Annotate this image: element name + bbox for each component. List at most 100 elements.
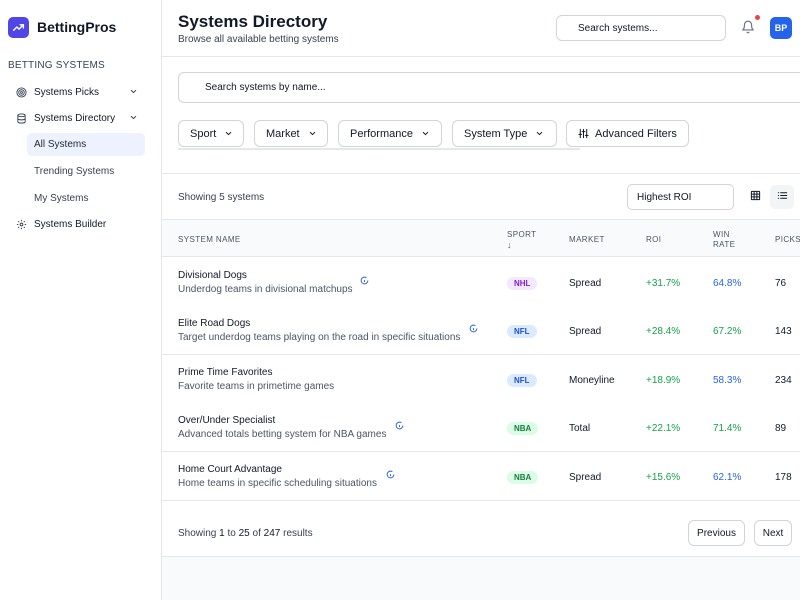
system-name[interactable]: Elite Road Dogs xyxy=(178,318,251,329)
system-name[interactable]: Prime Time Favorites xyxy=(178,367,273,378)
picks-value: 234 xyxy=(775,375,792,386)
system-type-filter-button[interactable]: System Type xyxy=(452,120,557,147)
brand[interactable]: BettingPros xyxy=(8,16,116,38)
market-filter-button[interactable]: Market xyxy=(254,120,328,147)
pagination-info: Showing 1 to 25 of 247 results xyxy=(178,528,313,539)
performance-filter-button[interactable]: Performance xyxy=(338,120,442,147)
win-rate-value: 62.1% xyxy=(713,472,742,483)
system-description: Underdog teams in divisional matchups xyxy=(178,284,353,295)
picks-value: 76 xyxy=(775,278,787,289)
previous-button[interactable]: Previous xyxy=(688,520,745,546)
sidebar-item-systems-directory[interactable]: Systems Directory xyxy=(8,107,148,129)
grid-view-button[interactable] xyxy=(743,185,767,209)
sport-badge: NFL xyxy=(507,374,537,387)
picks-value: 89 xyxy=(775,423,787,434)
list-view-button[interactable] xyxy=(770,185,794,209)
column-header-roi[interactable]: ROI xyxy=(646,235,662,244)
sidebar-subitem-all-systems[interactable]: All Systems xyxy=(27,133,145,156)
picks-value: 178 xyxy=(775,472,792,483)
header-search-input[interactable]: Search systems... xyxy=(556,15,726,41)
sidebar-subitem-my-systems[interactable]: My Systems xyxy=(34,193,89,204)
list-icon xyxy=(777,188,788,206)
column-header-name[interactable]: SYSTEM NAME xyxy=(178,235,241,244)
bell-icon[interactable] xyxy=(741,20,755,34)
sort-arrow-icon[interactable]: ↓ xyxy=(507,240,512,250)
win-rate-value: 67.2% xyxy=(713,326,742,337)
filter-scrollbar[interactable] xyxy=(178,148,580,150)
sport-badge: NBA xyxy=(507,471,539,484)
win-rate-value: 64.8% xyxy=(713,278,742,289)
table-header: SYSTEM NAME SPORT ↓ MARKET ROI WIN RATE … xyxy=(162,220,800,257)
sidebar: BettingPros BETTING SYSTEMS Systems Pick… xyxy=(0,0,162,600)
roi-value: +31.7% xyxy=(646,278,681,289)
target-icon xyxy=(15,86,27,98)
win-rate-value: 58.3% xyxy=(713,375,742,386)
page-title: Systems Directory xyxy=(178,12,328,31)
chevron-down-icon xyxy=(129,87,138,99)
pagination-of-word: of xyxy=(252,528,261,539)
chevron-down-icon xyxy=(308,129,317,138)
systems-search-input[interactable]: Search systems by name... xyxy=(178,72,800,103)
pagination: Showing 1 to 25 of 247 results Previous … xyxy=(162,510,800,557)
column-header-market[interactable]: MARKET xyxy=(569,235,605,244)
avatar[interactable]: BP xyxy=(770,17,792,39)
next-button[interactable]: Next xyxy=(754,520,792,546)
filter-label: Sport xyxy=(190,127,217,140)
market-value: Moneyline xyxy=(569,375,615,386)
sidebar-section-title: BETTING SYSTEMS xyxy=(8,60,105,71)
column-header-win-rate[interactable]: WIN xyxy=(713,230,730,239)
filter-label: Market xyxy=(266,127,300,140)
chevron-down-icon xyxy=(224,129,233,138)
info-icon[interactable] xyxy=(469,324,478,333)
table-row[interactable]: Home Court Advantage Home teams in speci… xyxy=(162,452,800,501)
header-search-placeholder: Search systems... xyxy=(578,22,658,34)
results-bar: Showing 5 systems Highest ROI xyxy=(162,174,800,220)
table-row[interactable]: Over/Under Specialist Advanced totals be… xyxy=(162,403,800,452)
column-header-win-rate-line2[interactable]: RATE xyxy=(713,240,736,249)
table-row[interactable]: Divisional Dogs Underdog teams in divisi… xyxy=(162,258,800,307)
roi-value: +15.6% xyxy=(646,472,681,483)
sidebar-subitem-trending-systems[interactable]: Trending Systems xyxy=(34,166,115,177)
market-value: Spread xyxy=(569,472,602,483)
filter-label: System Type xyxy=(464,127,528,140)
win-rate-value: 71.4% xyxy=(713,423,742,434)
pagination-to-word: to xyxy=(227,528,236,539)
advanced-filters-button[interactable]: Advanced Filters xyxy=(566,120,689,147)
market-value: Spread xyxy=(569,326,602,337)
grid-icon xyxy=(750,188,761,206)
system-name[interactable]: Divisional Dogs xyxy=(178,270,247,281)
picks-value: 143 xyxy=(775,326,792,337)
content-background xyxy=(162,557,800,600)
column-header-sport[interactable]: SPORT xyxy=(507,230,537,239)
sort-select[interactable]: Highest ROI xyxy=(627,184,734,210)
market-value: Total xyxy=(569,423,591,434)
sidebar-item-systems-picks[interactable]: Systems Picks xyxy=(8,81,148,103)
pagination-from: 1 xyxy=(219,528,225,539)
filter-label: Advanced Filters xyxy=(595,127,677,140)
sport-filter-button[interactable]: Sport xyxy=(178,120,244,147)
search-icon xyxy=(571,28,572,29)
gear-icon xyxy=(15,218,27,230)
system-description: Home teams in specific scheduling situat… xyxy=(178,478,377,489)
table-row[interactable]: Elite Road Dogs Target underdog teams pl… xyxy=(162,306,800,355)
brand-name: BettingPros xyxy=(37,19,117,35)
sport-badge: NBA xyxy=(507,422,539,435)
info-icon[interactable] xyxy=(395,421,404,430)
info-icon[interactable] xyxy=(386,470,395,479)
notification-dot xyxy=(755,15,760,20)
column-header-picks[interactable]: PICKS xyxy=(775,235,800,244)
sliders-icon xyxy=(578,128,589,139)
info-icon[interactable] xyxy=(360,276,369,285)
pagination-suffix: results xyxy=(283,528,313,539)
sport-badge: NHL xyxy=(507,277,538,290)
pagination-prefix: Showing xyxy=(178,528,217,539)
filter-label: Performance xyxy=(350,127,413,140)
sidebar-item-systems-builder[interactable]: Systems Builder xyxy=(8,213,148,235)
system-description: Advanced totals betting system for NBA g… xyxy=(178,429,387,440)
system-name[interactable]: Over/Under Specialist xyxy=(178,415,276,426)
table-row[interactable]: Prime Time Favorites Favorite teams in p… xyxy=(162,355,800,404)
market-value: Spread xyxy=(569,278,602,289)
system-description: Favorite teams in primetime games xyxy=(178,381,335,392)
system-name[interactable]: Home Court Advantage xyxy=(178,464,282,475)
